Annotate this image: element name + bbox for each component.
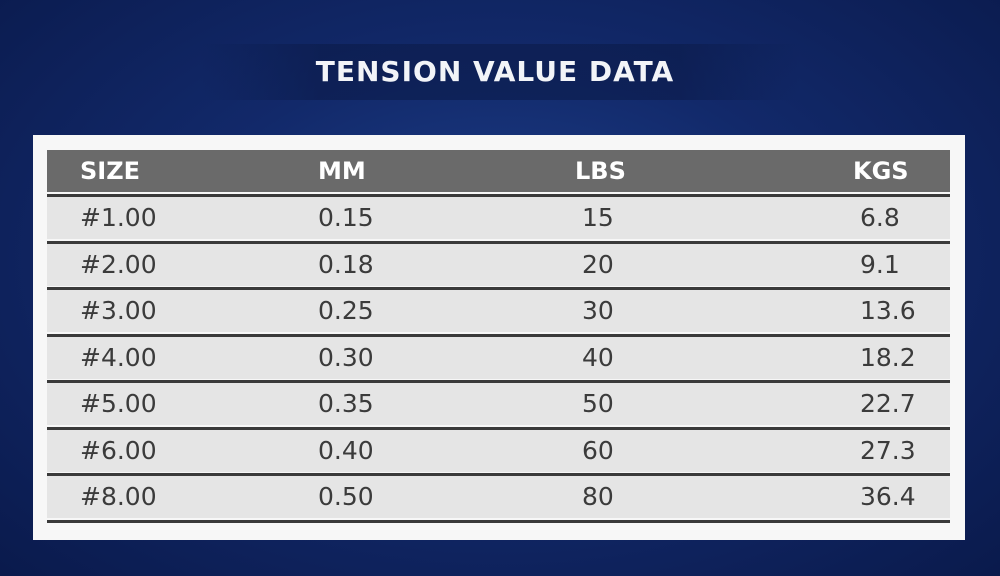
table-cell: 9.1 <box>860 249 900 279</box>
table-cell: 15 <box>582 203 614 232</box>
column-header: KGS <box>853 157 909 185</box>
table-cell: #5.00 <box>80 389 157 418</box>
table-cell: 13.6 <box>860 296 916 325</box>
table-cell: 18.2 <box>860 342 916 372</box>
table-cell: 0.18 <box>318 249 374 279</box>
table-row: #5.00 0.35 50 22.7 <box>47 380 950 425</box>
table-cell: 27.3 <box>860 435 916 465</box>
table-cell: 22.7 <box>860 389 916 418</box>
table-cell: #4.00 <box>80 342 157 372</box>
table-row: #8.00 0.50 80 36.4 <box>47 473 950 518</box>
table-cell: #6.00 <box>80 435 157 465</box>
table-cell: 0.40 <box>318 435 374 465</box>
table-row: #2.00 0.18 20 9.1 <box>47 240 950 286</box>
table-cell: 0.25 <box>318 296 374 325</box>
column-header: SIZE <box>80 157 141 185</box>
column-header: MM <box>318 157 366 185</box>
table-cell: 0.35 <box>318 389 374 418</box>
table-cell: 20 <box>582 249 614 279</box>
table-cell: 40 <box>582 342 614 372</box>
table-row: #4.00 0.30 40 18.2 <box>47 333 950 379</box>
table-row: #3.00 0.25 30 13.6 <box>47 287 950 332</box>
table-cell: 50 <box>582 389 614 418</box>
table-cell: 0.30 <box>318 342 374 372</box>
table-row: #1.00 0.15 15 6.8 <box>47 194 950 239</box>
table-cell: #1.00 <box>80 203 157 232</box>
table-cell: 0.50 <box>318 482 374 511</box>
table-cell: 0.15 <box>318 203 374 232</box>
table-cell: #2.00 <box>80 249 157 279</box>
table-cell: 80 <box>582 482 614 511</box>
column-header: LBS <box>575 157 626 185</box>
title-band <box>200 44 800 100</box>
table-cell: 60 <box>582 435 614 465</box>
table-header: SIZE MM LBS KGS <box>47 150 950 192</box>
table-cell: 36.4 <box>860 482 916 511</box>
table-cell: #3.00 <box>80 296 157 325</box>
table-cell: 30 <box>582 296 614 325</box>
table-cell: #8.00 <box>80 482 157 511</box>
table-bottom-line <box>47 520 950 523</box>
table-cell: 6.8 <box>860 203 900 232</box>
table-row: #6.00 0.40 60 27.3 <box>47 426 950 472</box>
title: TENSION VALUE DATA <box>315 55 675 88</box>
